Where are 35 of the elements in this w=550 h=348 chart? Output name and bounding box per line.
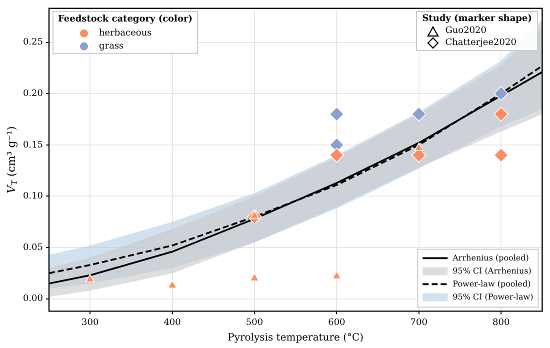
y-axis-title: VT (cm³ g⁻¹) — [4, 126, 20, 194]
x-tick-label: 700 — [410, 318, 428, 328]
x-tick-label: 500 — [246, 318, 264, 328]
y-tick-label: 0.00 — [22, 294, 44, 304]
point — [414, 142, 424, 151]
legend-label: grass — [99, 42, 124, 52]
y-tick-label: 0.15 — [22, 140, 44, 150]
point — [494, 86, 508, 101]
legend-label: herbaceous — [99, 28, 152, 39]
legend-label: Arrhenius (pooled) — [452, 253, 529, 262]
point — [332, 270, 342, 280]
point — [329, 148, 344, 163]
x-tick-label: 400 — [164, 318, 182, 328]
annotation: Chatterjee2020 — [445, 37, 516, 50]
y-tick-label: 0.25 — [22, 38, 44, 48]
point — [329, 106, 344, 122]
y-tick-label: 0.10 — [22, 192, 44, 202]
text: Study (marker shape) — [422, 14, 532, 24]
x-tick-label: 300 — [82, 318, 99, 328]
point — [494, 148, 508, 163]
legend-label: Power-law (pooled) — [452, 279, 531, 288]
point — [168, 280, 178, 288]
annotation: Guo2020 — [445, 25, 486, 38]
point — [250, 272, 260, 282]
x-tick-label: 800 — [492, 318, 510, 328]
y-tick-label: 0.20 — [22, 88, 44, 99]
point — [412, 106, 426, 122]
point — [494, 106, 508, 122]
y-tick-label: 0.05 — [22, 242, 44, 253]
x-tick-label: 600 — [328, 318, 346, 328]
legend-label: 95% CI (Power-law) — [452, 292, 534, 302]
point — [85, 274, 95, 282]
x-axis-title: Pyrolysis temperature (°C) — [228, 332, 364, 344]
text: Feedstock category (color) — [58, 14, 192, 25]
legend-label: 95% CI (Arrhenius) — [452, 266, 532, 276]
